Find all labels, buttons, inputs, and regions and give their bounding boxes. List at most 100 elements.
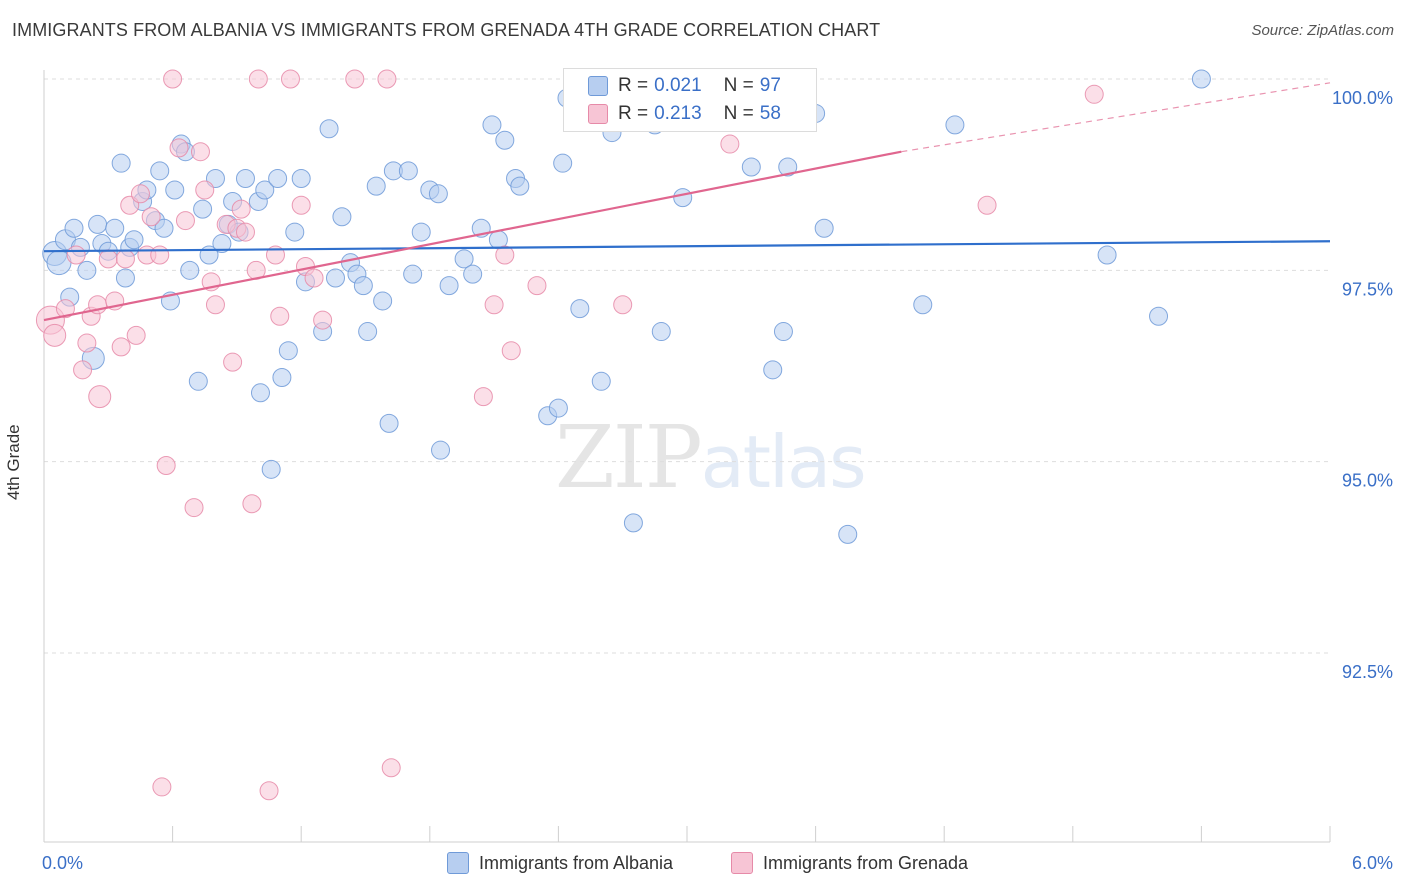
albania-point [482, 115, 502, 135]
grenada-point [977, 195, 997, 215]
grenada-point [156, 455, 176, 475]
grenada-point [280, 69, 300, 89]
grenada-n-value: 58 [759, 103, 781, 124]
y-tick-label: 97.5% [1342, 279, 1393, 299]
grenada-points [35, 69, 1104, 801]
grenada-point [130, 184, 150, 204]
albania-point [403, 264, 423, 284]
albania-point [115, 268, 135, 288]
grenada-point [175, 211, 195, 231]
grenada-point [152, 777, 172, 797]
albania-r-label: R = [618, 75, 649, 96]
x-tick-label-max: 6.0% [1352, 853, 1393, 873]
series-legend: Immigrants from Albania Immigrants from … [0, 852, 1406, 876]
grenada-swatch [588, 104, 608, 124]
albania-trend-line [43, 240, 1331, 253]
albania-point [165, 180, 185, 200]
grenada-point [259, 781, 279, 801]
y-tick-label: 100.0% [1332, 88, 1393, 108]
grenada-point [501, 341, 521, 361]
legend-item-grenada[interactable]: Immigrants from Grenada [731, 852, 968, 874]
albania-point [366, 176, 386, 196]
stats-legend: R = 0.021 N = 97 R = 0.213 N = 58 [563, 68, 817, 132]
x-tick-label-min: 0.0% [42, 853, 83, 873]
albania-point [278, 341, 298, 361]
grenada-point [55, 299, 75, 319]
grenada-point [270, 306, 290, 326]
y-tick-label: 95.0% [1342, 471, 1393, 491]
albania-n-value: 97 [759, 75, 781, 96]
albania-point [1097, 245, 1117, 265]
grenada-point [473, 387, 493, 407]
albania-point [570, 299, 590, 319]
albania-point [373, 291, 393, 311]
grenada-trend-line [43, 150, 902, 322]
grenada-point [169, 138, 189, 158]
albania-point [332, 207, 352, 227]
albania-point [548, 398, 568, 418]
albania-point [250, 383, 270, 403]
albania-point [439, 276, 459, 296]
grenada-point [223, 352, 243, 372]
albania-point [838, 524, 858, 544]
grenada-point [231, 199, 251, 219]
albania-point [945, 115, 965, 135]
albania-point [411, 222, 431, 242]
tick-labels: 100.0% 97.5% 95.0% 92.5% 0.0% 6.0% [42, 88, 1393, 873]
grenada-legend-swatch [731, 852, 753, 874]
grenada-r-label: R = [618, 103, 649, 124]
grenada-point [88, 385, 112, 409]
albania-point [379, 413, 399, 433]
albania-point [188, 371, 208, 391]
grenada-point [205, 295, 225, 315]
grenada-point [190, 142, 210, 162]
albania-point [778, 157, 798, 177]
albania-point [913, 295, 933, 315]
albania-point [268, 168, 288, 188]
grenada-point [235, 222, 255, 242]
source-label: Source: ZipAtlas.com [1251, 22, 1394, 39]
albania-point [77, 260, 97, 280]
grenada-point [150, 245, 170, 265]
albania-point [651, 322, 671, 342]
grenada-point [163, 69, 183, 89]
grenada-point [495, 245, 515, 265]
albania-point [212, 234, 232, 254]
grenada-point [77, 333, 97, 353]
grenada-point [248, 69, 268, 89]
grenada-point [527, 276, 547, 296]
grenada-point [73, 360, 93, 380]
albania-point [358, 322, 378, 342]
legend-row-albania: R = 0.021 N = 97 [588, 74, 781, 98]
albania-point [1149, 306, 1169, 326]
grenada-point [613, 295, 633, 315]
albania-point [773, 322, 793, 342]
grenada-point [98, 249, 118, 269]
grenada-point [184, 498, 204, 518]
grenada-point [377, 69, 397, 89]
grenada-trend-extension [901, 82, 1331, 153]
albania-point [180, 260, 200, 280]
trend-lines [43, 82, 1331, 322]
grenada-point [111, 337, 131, 357]
albania-point [291, 168, 311, 188]
legend-row-grenada: R = 0.213 N = 58 [588, 102, 781, 126]
albania-point [105, 218, 125, 238]
albania-point [1191, 69, 1211, 89]
grenada-point [141, 207, 161, 227]
albania-point [235, 168, 255, 188]
albania-point [741, 157, 761, 177]
albania-point [255, 180, 275, 200]
y-tick-label: 92.5% [1342, 662, 1393, 682]
grenada-point [291, 195, 311, 215]
legend-item-albania[interactable]: Immigrants from Albania [447, 852, 673, 874]
albania-point [261, 459, 281, 479]
albania-point [553, 153, 573, 173]
albania-point [325, 268, 345, 288]
watermark-zip: ZIP [555, 408, 703, 508]
albania-legend-swatch [447, 852, 469, 874]
grenada-point [313, 310, 333, 330]
albania-point [124, 230, 144, 250]
albania-point [623, 513, 643, 533]
